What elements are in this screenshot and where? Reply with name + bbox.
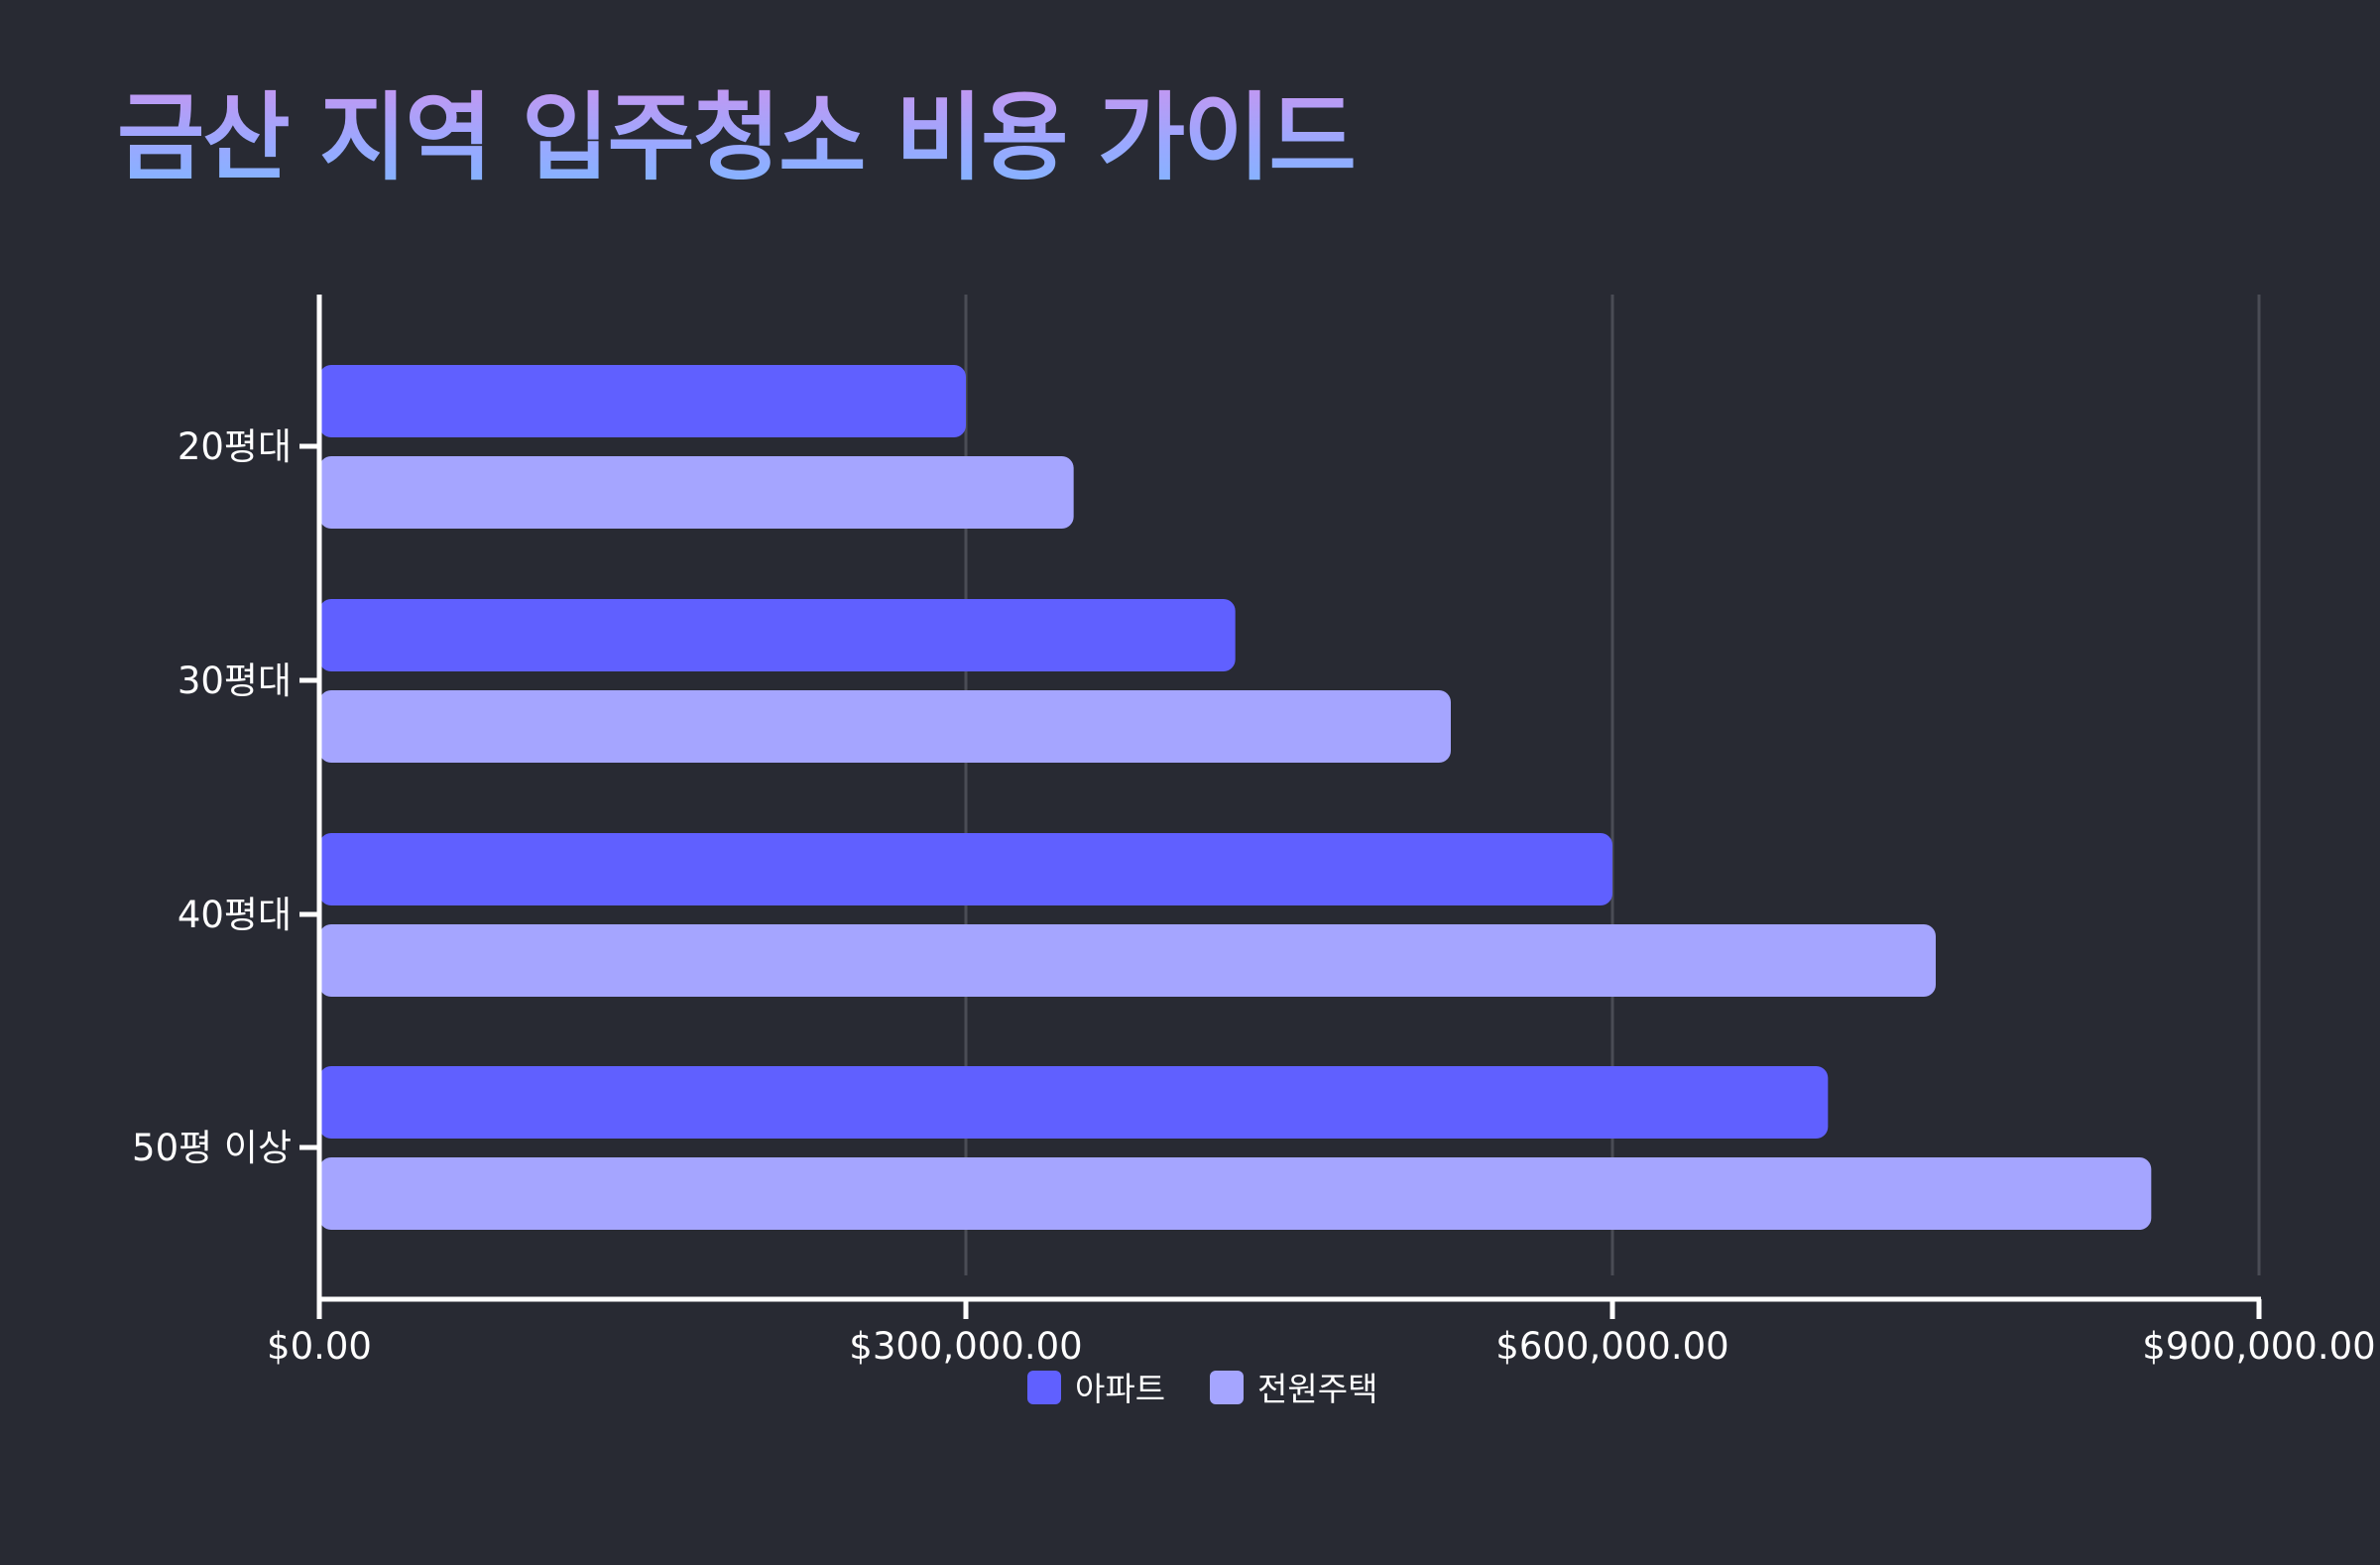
x-tick-label: $900,000.00 <box>2142 1325 2375 1368</box>
x-tick-label: $300,000.00 <box>849 1325 1082 1368</box>
legend-swatch-apartment <box>1027 1371 1061 1404</box>
category-label: 40평대 <box>178 894 292 936</box>
category-label: 20평대 <box>178 425 292 468</box>
bar-house <box>319 690 1451 763</box>
axes <box>299 295 2262 1319</box>
legend: 아파트 전원주택 <box>1027 1370 1377 1408</box>
legend-swatch-house <box>1210 1371 1244 1404</box>
bar-house <box>319 924 1936 997</box>
page-title: 금산 지역 입주청소 비용 가이드 <box>117 81 1357 195</box>
bars <box>319 365 2152 1230</box>
bar-apartment <box>319 1066 1829 1139</box>
category-label: 50평 이상 <box>132 1127 292 1169</box>
legend-label: 아파트 <box>1075 1370 1165 1408</box>
bar-apartment <box>319 365 966 437</box>
bar-house <box>319 456 1074 529</box>
bar-apartment <box>319 833 1612 905</box>
bar-house <box>319 1157 2152 1230</box>
axis-labels: $0.00 $300,000.00 $600,000.00 $900,000.00 20… <box>132 425 2376 1368</box>
bar-apartment <box>319 599 1236 671</box>
legend-label: 전원주택 <box>1257 1370 1377 1408</box>
x-tick-label: $600,000.00 <box>1495 1325 1728 1368</box>
category-label: 30평대 <box>178 660 292 702</box>
x-tick-label: $0.00 <box>267 1325 372 1368</box>
